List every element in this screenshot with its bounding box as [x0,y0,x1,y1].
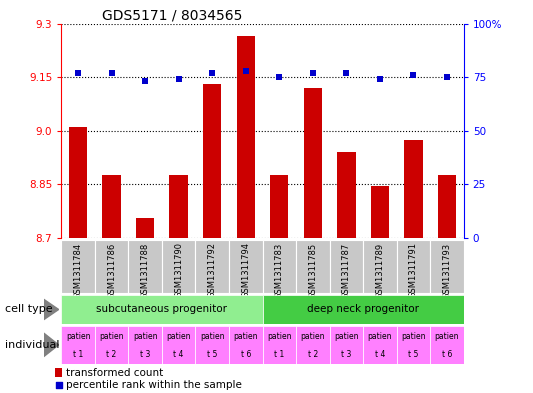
Bar [296,240,329,293]
Bar [397,326,430,364]
Text: patien: patien [200,332,224,341]
Bar [304,88,322,238]
Text: transformed count: transformed count [66,367,164,378]
Bar [95,240,128,293]
Text: subcutaneous progenitor: subcutaneous progenitor [96,305,228,314]
Text: percentile rank within the sample: percentile rank within the sample [66,380,242,390]
Text: t 6: t 6 [442,350,452,359]
Bar [203,84,221,238]
Text: GSM1311789: GSM1311789 [375,242,384,299]
Polygon shape [44,299,59,320]
Point [342,70,351,76]
Bar [329,240,363,293]
Point [376,76,384,83]
Polygon shape [44,333,59,357]
Bar [237,36,255,238]
Point [275,74,284,80]
Bar [363,240,397,293]
Bar [229,240,262,293]
Bar [196,326,229,364]
Text: GSM1311788: GSM1311788 [141,242,150,299]
Text: t 2: t 2 [308,350,318,359]
Bar [430,326,464,364]
Bar [363,326,397,364]
Point [107,70,116,76]
Bar [262,295,464,324]
Text: GSM1311790: GSM1311790 [174,242,183,298]
Text: patien: patien [368,332,392,341]
Text: patien: patien [334,332,359,341]
Text: patien: patien [99,332,124,341]
Text: patien: patien [267,332,292,341]
Bar [136,218,155,238]
Text: t 5: t 5 [207,350,217,359]
Text: t 4: t 4 [173,350,184,359]
Text: patien: patien [233,332,258,341]
Bar [296,326,329,364]
Point [309,70,317,76]
Text: GSM1311792: GSM1311792 [208,242,217,298]
Text: GSM1311783: GSM1311783 [275,242,284,299]
Text: t 2: t 2 [107,350,117,359]
Bar [69,127,87,238]
Text: deep neck progenitor: deep neck progenitor [307,305,419,314]
Bar [55,368,62,377]
Text: GSM1311787: GSM1311787 [342,242,351,299]
Text: patien: patien [133,332,157,341]
Point [141,78,149,84]
Text: GDS5171 / 8034565: GDS5171 / 8034565 [101,8,242,22]
Bar [430,240,464,293]
Text: GSM1311791: GSM1311791 [409,242,418,298]
Text: GSM1311785: GSM1311785 [308,242,317,299]
Text: t 3: t 3 [140,350,150,359]
Text: patien: patien [66,332,90,341]
Text: patien: patien [301,332,325,341]
Bar [329,326,363,364]
Bar [337,152,356,238]
Bar [262,240,296,293]
Point [241,68,250,74]
Text: GSM1311786: GSM1311786 [107,242,116,299]
Text: GSM1311793: GSM1311793 [442,242,451,299]
Text: patien: patien [166,332,191,341]
Text: GSM1311794: GSM1311794 [241,242,250,298]
Text: t 1: t 1 [73,350,83,359]
Bar [61,326,95,364]
Bar [162,240,196,293]
Bar [169,175,188,238]
Point [409,72,418,78]
Bar [128,326,162,364]
Text: t 3: t 3 [341,350,352,359]
Bar [229,326,262,364]
Text: GSM1311784: GSM1311784 [74,242,83,299]
Text: t 4: t 4 [375,350,385,359]
Point [208,70,216,76]
Point [54,382,63,389]
Text: t 5: t 5 [408,350,418,359]
Bar [102,175,121,238]
Point [174,76,183,83]
Bar [438,175,456,238]
Text: patien: patien [401,332,426,341]
Text: t 6: t 6 [240,350,251,359]
Bar [262,326,296,364]
Bar [95,326,128,364]
Point [74,70,82,76]
Point [443,74,451,80]
Bar [61,295,262,324]
Bar [128,240,162,293]
Bar [162,326,196,364]
Bar [196,240,229,293]
Bar [270,175,288,238]
Text: individual: individual [5,340,60,350]
Text: patien: patien [435,332,459,341]
Text: t 1: t 1 [274,350,285,359]
Bar [404,140,423,238]
Bar [61,240,95,293]
Text: cell type: cell type [5,305,53,314]
Bar [370,186,389,238]
Bar [397,240,430,293]
